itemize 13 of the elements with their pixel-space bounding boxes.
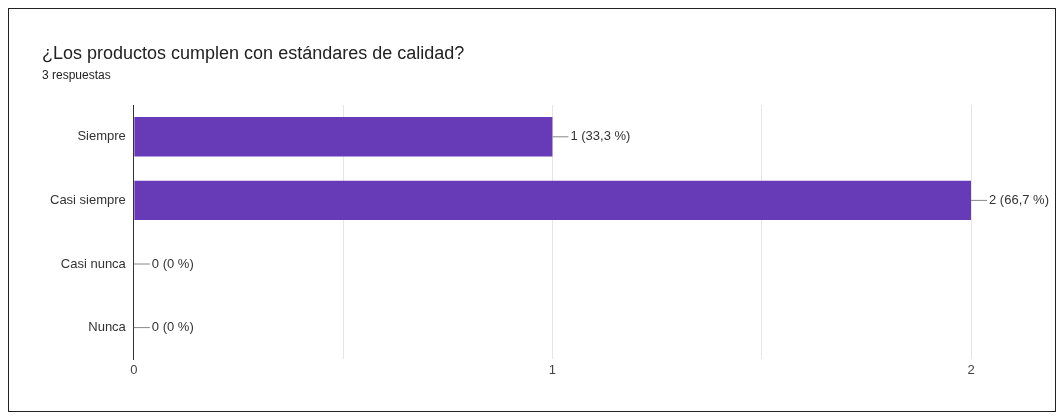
data-label: 2 (66,7 %) <box>989 191 1049 207</box>
chart-title: ¿Los productos cumplen con estándares de calidad? <box>42 42 465 63</box>
x-tick-label: 2 <box>967 361 975 377</box>
y-tick-label: Nunca <box>88 319 127 335</box>
x-tick-label: 1 <box>548 361 557 377</box>
x-tick-label: 0 <box>130 361 138 377</box>
y-tick-label: Casi siempre <box>50 191 126 207</box>
data-label: 1 (33,3 %) <box>570 128 631 144</box>
chart-subtitle: 3 respuestas <box>42 68 111 83</box>
y-tick-label: Siempre <box>77 128 126 144</box>
y-tick-label: Casi nunca <box>60 255 127 271</box>
data-label: 0 (0 %) <box>151 255 194 271</box>
data-label: 0 (0 %) <box>151 319 194 335</box>
